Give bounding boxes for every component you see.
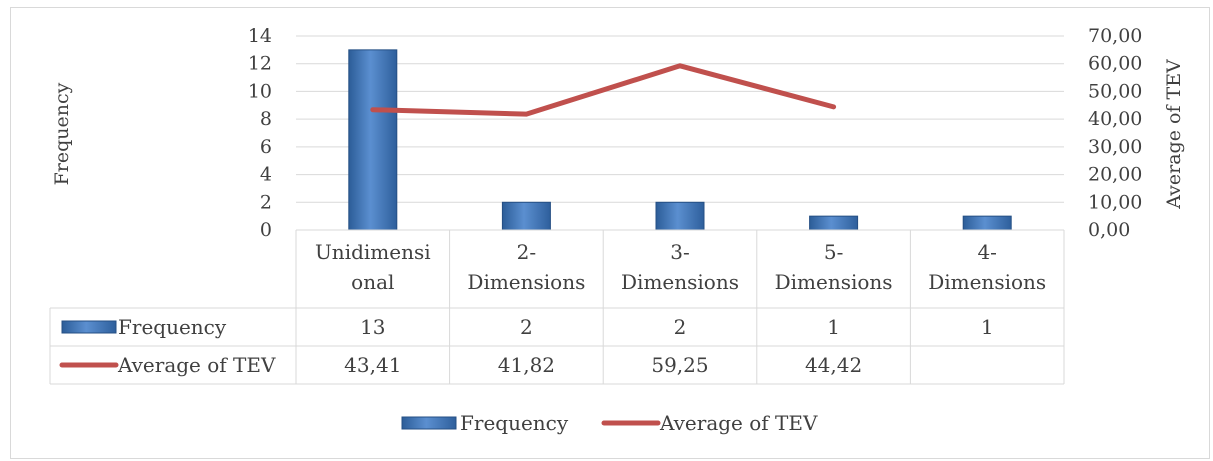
y-tick-label: 4 [260,164,272,186]
table-cell: 13 [360,315,385,339]
y2-tick-label: 70,00 [1088,25,1142,47]
category-label: Dimensions [928,270,1046,294]
category-label: 4- [977,240,996,264]
bar [501,201,551,231]
bar [348,49,398,231]
category-label: 2- [517,240,536,264]
table-cell: 43,41 [344,353,401,377]
y2-axis-label: Average of TEV [1163,59,1185,210]
table-cell: 1 [827,315,840,339]
category-label: Dimensions [621,270,739,294]
y-tick-label: 2 [260,191,272,213]
y-tick-label: 12 [248,53,272,75]
series-line-average-of-tev [370,63,837,117]
legend-label-frequency: Frequency [460,411,569,435]
y2-tick-label: 0,00 [1088,219,1130,241]
y-tick-label: 0 [260,219,272,241]
y-tick-label: 6 [260,136,272,158]
table-cell: 59,25 [651,353,708,377]
y-tick-label: 14 [248,25,272,47]
category-label: Dimensions [467,270,585,294]
y-axis-label: Frequency [51,82,73,185]
table-series-name: Average of TEV [117,353,276,377]
y-tick-label: 10 [248,80,272,102]
table-cell: 44,42 [805,353,862,377]
table-cell: 2 [520,315,533,339]
table-key-frequency [61,320,117,334]
category-label: onal [351,270,394,294]
y-tick-label: 8 [260,108,272,130]
y2-tick-label: 60,00 [1088,53,1142,75]
legend-label-average-of-tev: Average of TEV [659,411,818,435]
y2-tick-label: 20,00 [1088,164,1142,186]
category-label: Dimensions [775,270,893,294]
category-label: Unidimensi [315,240,431,264]
bar [655,201,705,231]
bar [962,215,1012,231]
table-cell: 41,82 [498,353,555,377]
bar [809,215,859,231]
table-cell: 2 [674,315,687,339]
table-series-name: Frequency [118,315,227,339]
y2-tick-label: 40,00 [1088,108,1142,130]
category-label: 5- [824,240,843,264]
legend-key-frequency [401,416,457,430]
category-label: 3- [670,240,689,264]
y2-tick-label: 30,00 [1088,136,1142,158]
y2-tick-label: 50,00 [1088,80,1142,102]
table-cell: 1 [981,315,994,339]
y2-tick-label: 10,00 [1088,191,1142,213]
